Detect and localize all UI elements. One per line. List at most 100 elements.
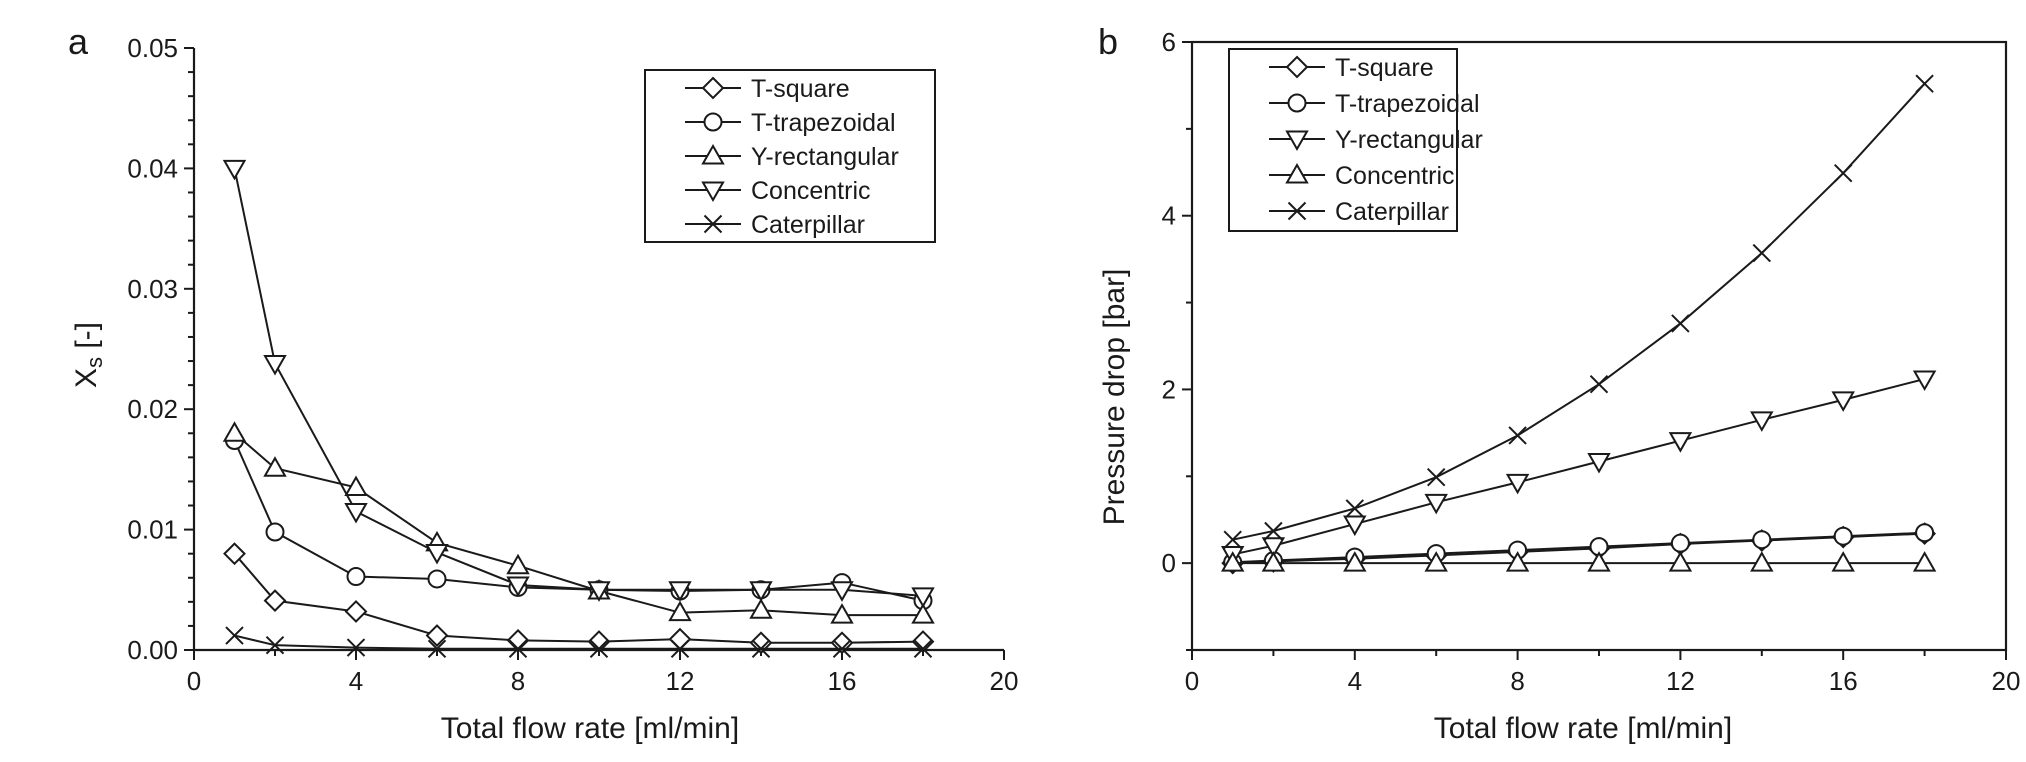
panel-a-y-rectangular-point — [263, 456, 287, 477]
panel-b-caterpillar-point — [1508, 426, 1527, 445]
panel-b-concentric-point — [1750, 551, 1774, 572]
panel-b-concentric-point — [1220, 551, 1245, 572]
panel-a-y-tick-label: 0.05 — [127, 33, 178, 63]
panel-b-x-tick-label: 16 — [1829, 666, 1858, 696]
panel-a-caterpillar-point — [346, 638, 366, 657]
panel-a-y-axis-label-suffix: [-] — [70, 322, 103, 357]
panel-b-caterpillar-point — [1671, 314, 1690, 333]
panel-b-x-tick-label: 0 — [1185, 666, 1199, 696]
panel-b-legend-marker-y-rectangular — [1285, 130, 1309, 152]
panel-b-legend-box — [1228, 48, 1458, 232]
panel-a-concentric-point — [830, 581, 854, 602]
panel-a-y-rectangular-point — [749, 598, 773, 619]
panel-a-caterpillar-point — [265, 635, 285, 655]
panel-a-t-trapezoidal-point — [265, 522, 285, 542]
panel-b-x-tick-label: 8 — [1510, 666, 1524, 696]
panel-b-series-y-rectangular — [1220, 370, 1937, 567]
panel-a-t-square-point — [223, 542, 246, 566]
panel-a-legend-label-caterpillar: Caterpillar — [751, 211, 865, 239]
panel-a-x-tick-label: 8 — [511, 666, 525, 696]
panel-a-y-tick-label: 0.02 — [127, 394, 178, 424]
panel-a-x-tick-label: 12 — [666, 666, 695, 696]
panel-a-t-square-point — [830, 631, 854, 655]
panel-a-series-concentric — [222, 159, 935, 608]
panel-b: b Total flow rate [ml/min] Pressure drop… — [1098, 21, 2020, 745]
panel-a-letter: a — [68, 21, 89, 62]
panel-a-concentric-point — [668, 581, 692, 602]
panel-a-concentric-point — [344, 503, 368, 524]
panel-b-y-axis-label: Pressure drop [bar] — [1098, 269, 1131, 526]
panel-b-series — [1220, 74, 1937, 575]
panel-a-series-t-square — [223, 542, 935, 655]
panel-b-series-caterpillar — [1223, 74, 1934, 549]
panel-b-legend-marker-t-trapezoidal — [1287, 93, 1307, 113]
panel-b-y-tick-label: 4 — [1162, 201, 1176, 231]
panel-b-caterpillar-point — [1915, 74, 1934, 93]
panel-a-t-square-point — [587, 630, 611, 653]
panel-b-concentric-point — [1261, 551, 1286, 572]
panel-a-caterpillar-point — [225, 626, 244, 645]
panel-a-caterpillar-line — [234, 634, 923, 650]
panel-a-t-square-point — [749, 631, 773, 655]
panel-b-caterpillar-point — [1264, 521, 1283, 541]
panel-a-series-y-rectangular — [222, 421, 935, 624]
panel-b-caterpillar-point — [1833, 163, 1853, 183]
panel-b-y-tick-label: 2 — [1162, 374, 1176, 404]
panel-a-concentric-point — [749, 581, 773, 602]
panel-a-legend-marker-t-square — [701, 76, 725, 100]
panel-b-concentric-point — [1668, 551, 1693, 572]
panel-a-concentric-point — [506, 576, 530, 597]
panel-b-y-rectangular-point — [1912, 370, 1937, 392]
panel-a-x-tick-label: 20 — [990, 666, 1019, 696]
panel-a-legend-marker-y-rectangular — [701, 143, 725, 165]
panel-a-caterpillar-point — [751, 639, 771, 659]
panel-a-y-axis-label-main: X — [70, 368, 103, 388]
panel-b-y-rectangular-point — [1668, 432, 1693, 453]
panel-b-y-rectangular-point — [1343, 515, 1367, 537]
panel-a-x-tick-label: 16 — [828, 666, 857, 696]
panel-b-legend-label-t-square: T-square — [1335, 54, 1434, 82]
panel-b-legend-label-y-rectangular: Y-rectangular — [1335, 126, 1483, 154]
panel-b-caterpillar-point — [1345, 499, 1365, 518]
panel-b-ticks: 0 4 8 12 16 20 0 2 4 6 — [1162, 27, 2021, 696]
panel-a-caterpillar-point — [427, 639, 447, 659]
panel-a-legend-label-t-trapezoidal: T-trapezoidal — [751, 109, 896, 137]
panel-b-y-rectangular-point — [1261, 537, 1286, 558]
panel-a-x-tick-label: 0 — [187, 666, 201, 696]
panel-a-legend-marker-caterpillar — [703, 214, 723, 234]
panel-b-caterpillar-line — [1232, 83, 1926, 541]
panel-b-caterpillar-point — [1223, 530, 1242, 549]
panel-b-legend-marker-t-square — [1285, 55, 1309, 79]
panel-a-caterpillar-point — [508, 639, 528, 659]
panel-b-t-trapezoidal-point — [1752, 530, 1772, 550]
panel-a-legend-marker-t-trapezoidal — [703, 112, 723, 132]
panel-b-caterpillar-point — [1752, 243, 1772, 263]
panel-a-concentric-point — [263, 354, 287, 376]
panel-b-concentric-point — [1424, 551, 1448, 572]
panel-a-y-axis-label: Xs [-] — [70, 322, 107, 388]
panel-a-t-square-point — [344, 600, 368, 623]
panel-b-t-trapezoidal-point — [1833, 526, 1853, 546]
panel-b-x-tick-label: 12 — [1666, 666, 1695, 696]
panel-b-x-tick-label: 20 — [1992, 666, 2021, 696]
panel-b-series-concentric — [1220, 551, 1937, 572]
panel-a-x-axis-label: Total flow rate [ml/min] — [441, 712, 739, 745]
panel-b-caterpillar-point — [1426, 467, 1446, 487]
panel-a-legend-marker-concentric — [701, 181, 725, 203]
panel-a-y-tick-label: 0.04 — [127, 153, 178, 183]
panel-a-t-square-point — [668, 627, 692, 651]
panel-a-t-square-line — [233, 553, 924, 644]
panel-a: a Total flow rate [ml/min] Xs [-] 0 4 8 12 1… — [68, 21, 1018, 745]
panel-a-legend-label-t-square: T-square — [751, 75, 850, 103]
panel-a-t-square-point — [263, 589, 287, 613]
panel-b-concentric-point — [1831, 551, 1855, 572]
panel-a-legend-label-y-rectangular: Y-rectangular — [751, 143, 899, 171]
panel-a-legend-label-concentric: Concentric — [751, 177, 871, 205]
panel-a-t-square-point — [506, 628, 530, 652]
panel-b-y-rectangular-point — [1587, 453, 1611, 474]
panel-b-y-rectangular-point — [1424, 493, 1448, 515]
panel-b-t-trapezoidal-line — [1232, 531, 1925, 564]
panel-a-x-tick-label: 4 — [349, 666, 363, 696]
panel-a-t-square-point — [425, 624, 449, 647]
